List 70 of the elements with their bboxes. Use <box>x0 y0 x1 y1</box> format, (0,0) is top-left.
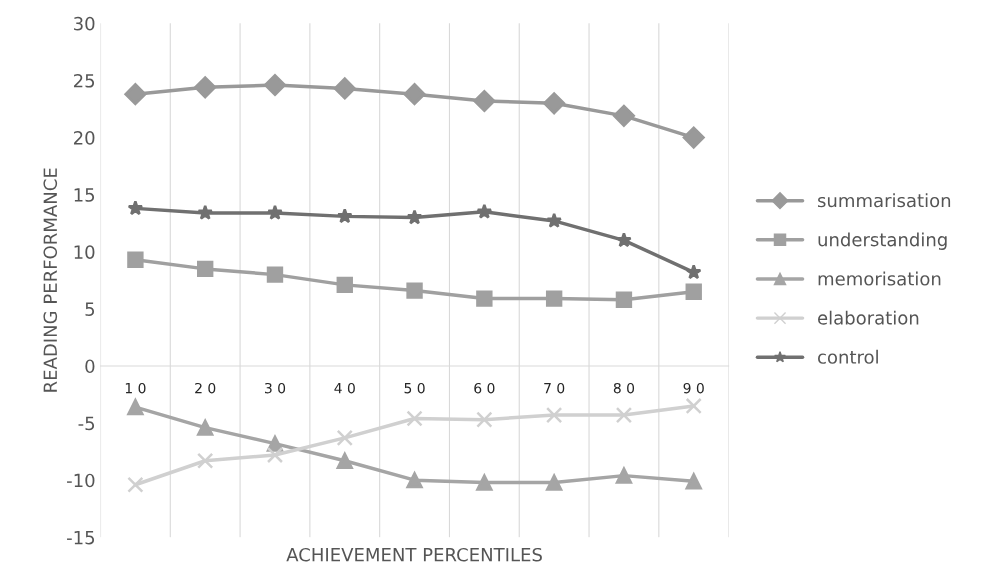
point <box>336 452 353 469</box>
point <box>194 76 217 99</box>
legend-label: elaboration <box>818 310 919 325</box>
point <box>196 452 214 469</box>
x-tick-label: 2 0 <box>195 382 216 394</box>
y-tick-label: 5 <box>85 302 95 316</box>
point <box>685 473 702 490</box>
point <box>196 419 214 436</box>
x-tick-label: 7 0 <box>544 382 565 394</box>
point <box>127 398 144 416</box>
point <box>543 92 566 115</box>
point <box>545 290 563 307</box>
x-tick-label: 6 0 <box>474 382 495 394</box>
y-tick-label: 25 <box>73 73 95 88</box>
point <box>476 411 493 428</box>
point <box>124 83 147 106</box>
point <box>546 212 562 228</box>
y-tick-label: -10 <box>67 473 95 488</box>
point <box>197 204 214 220</box>
point <box>545 406 563 424</box>
y-tick-label: 0 <box>85 359 95 374</box>
point <box>612 104 636 127</box>
point <box>336 208 353 224</box>
legend-label: understanding <box>818 232 947 250</box>
point <box>196 260 214 278</box>
point <box>267 204 283 220</box>
point <box>685 264 702 280</box>
point <box>545 474 563 491</box>
x-tick-label: 5 0 <box>404 382 425 394</box>
point <box>473 89 496 113</box>
point <box>476 290 493 307</box>
y-tick-label: -5 <box>78 416 95 431</box>
y-tick-label: 15 <box>74 188 95 202</box>
legend-label: control <box>818 349 878 364</box>
point <box>616 232 632 248</box>
point <box>333 77 356 100</box>
point <box>406 209 423 225</box>
x-tick-label: 1 0 <box>125 382 146 394</box>
point <box>615 406 633 424</box>
y-tick-label: 20 <box>73 131 95 145</box>
point <box>336 429 353 447</box>
legend-label: summarisation <box>818 193 951 208</box>
point <box>476 203 493 219</box>
point <box>615 291 633 308</box>
point <box>406 282 423 299</box>
point <box>266 446 284 464</box>
y-tick-label: 10 <box>74 245 95 259</box>
y-tick-label: 30 <box>74 16 95 31</box>
point <box>682 126 705 149</box>
point <box>263 73 287 97</box>
x-tick-label: 3 0 <box>264 382 286 394</box>
point <box>685 397 702 415</box>
x-tick-label: 9 0 <box>683 382 704 394</box>
point <box>406 410 423 427</box>
x-tick-label: 4 0 <box>334 382 355 394</box>
point <box>336 276 353 294</box>
point <box>476 474 493 491</box>
point <box>685 283 702 300</box>
point <box>615 467 633 484</box>
point <box>127 251 144 268</box>
point <box>266 266 284 283</box>
y-axis-title: READING PERFORMANCE <box>43 168 58 392</box>
point <box>403 83 426 106</box>
point <box>127 200 144 216</box>
legend-label: memorisation <box>818 271 941 286</box>
y-tick-label: -15 <box>67 530 95 545</box>
point <box>406 471 423 489</box>
point <box>127 476 144 493</box>
x-tick-label: 8 0 <box>613 382 635 394</box>
x-axis-title: ACHIEVEMENT PERCENTILES <box>286 547 542 562</box>
